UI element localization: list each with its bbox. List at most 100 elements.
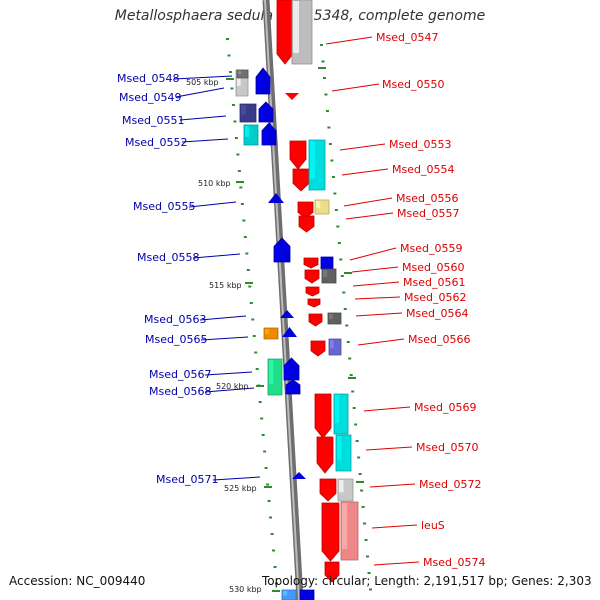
gene-label-msed-0568: Msed_0568	[149, 385, 211, 398]
gene-feature-shine	[342, 503, 348, 549]
kbp-tick	[344, 272, 352, 274]
gene-feature	[285, 93, 299, 100]
label-leader-line	[204, 371, 253, 376]
gene-label-msed-0547: Msed_0547	[376, 31, 438, 44]
tick-dot	[226, 38, 229, 40]
tick-dot	[237, 170, 241, 172]
gene-label-msed-0551: Msed_0551	[122, 114, 184, 127]
label-leader-line	[339, 143, 386, 151]
tick-dot	[267, 500, 271, 502]
gene-feature-shine	[275, 246, 280, 260]
tick-dot	[348, 357, 352, 360]
gene-feature-shine	[300, 217, 305, 226]
gene-label-msed-0555: Msed_0555	[133, 200, 195, 213]
gene-label-msed-0558: Msed_0558	[137, 251, 199, 264]
label-leader-line	[352, 281, 400, 287]
gene-feature-shine	[287, 384, 292, 392]
tick-dot	[245, 252, 249, 255]
kbp-label: 505 kbp	[186, 78, 219, 87]
gene-label-msed-0570: Msed_0570	[416, 441, 478, 454]
label-leader-line	[199, 315, 247, 321]
tick-dot	[264, 467, 268, 469]
tick-dot	[236, 153, 240, 156]
tick-dot	[248, 285, 252, 288]
kbp-tick	[256, 385, 264, 387]
tick-dot	[249, 302, 253, 304]
kbp-label: 520 kbp	[216, 382, 249, 391]
gene-feature-shine	[337, 436, 342, 460]
gene-feature-shine	[316, 395, 321, 427]
gene-feature-shine	[329, 314, 333, 320]
label-leader-line	[355, 312, 403, 317]
tick-dot	[227, 54, 231, 57]
label-leader-line	[212, 476, 261, 481]
gene-feature-shine	[260, 109, 265, 120]
tick-dot	[355, 440, 359, 442]
tick-dot	[269, 516, 273, 519]
tick-dot	[363, 522, 367, 525]
tick-dot	[343, 308, 347, 310]
tick-dot	[339, 258, 343, 261]
gene-label-msed-0574: Msed_0574	[423, 556, 485, 569]
gene-label-msed-0565: Msed_0565	[145, 333, 207, 346]
gene-feature-shine	[306, 271, 311, 278]
gene-feature-shine	[310, 315, 314, 321]
tick-dot	[361, 506, 365, 508]
gene-label-msed-0560: Msed_0560	[402, 261, 464, 274]
tick-dot	[331, 176, 335, 178]
tick-dot	[243, 236, 247, 238]
kbp-tick	[245, 282, 253, 284]
gene-label-msed-0561: Msed_0561	[403, 276, 465, 289]
tick-dot	[364, 539, 368, 541]
tick-dot	[354, 423, 358, 426]
label-leader-line	[369, 483, 416, 488]
label-leader-line	[325, 36, 373, 45]
gene-feature-shine	[323, 504, 329, 550]
gene-feature-shine	[318, 438, 323, 462]
label-leader-line	[373, 561, 420, 566]
tick-dot	[336, 225, 340, 228]
gene-label-msed-0556: Msed_0556	[396, 192, 458, 205]
kbp-tick	[226, 78, 234, 80]
gene-label-msed-0567: Msed_0567	[149, 368, 211, 381]
tick-dot	[272, 549, 276, 552]
label-leader-line	[363, 406, 411, 412]
gene-feature-shine	[278, 1, 283, 53]
label-leader-line	[200, 336, 249, 341]
gene-label-msed-0563: Msed_0563	[144, 313, 206, 326]
gene-label-msed-0550: Msed_0550	[382, 78, 444, 91]
tick-dot	[358, 473, 362, 475]
tick-marks	[226, 38, 373, 592]
tick-dot	[327, 126, 331, 129]
gene-feature-shine	[321, 480, 326, 493]
kbp-tick	[264, 486, 272, 488]
gene-label-msed-0552: Msed_0552	[125, 136, 187, 149]
tick-dot	[260, 417, 264, 420]
gene-feature-shine	[330, 340, 334, 349]
tick-dot	[239, 186, 243, 189]
tick-dot	[240, 203, 244, 205]
tick-dot	[320, 44, 323, 46]
label-leader-line	[188, 201, 237, 208]
tick-dot	[230, 87, 234, 90]
gene-features	[235, 0, 359, 600]
label-leader-line	[192, 253, 241, 259]
gene-label-msed-0559: Msed_0559	[400, 242, 462, 255]
gene-feature-shine	[293, 1, 299, 53]
label-leader-line	[354, 296, 401, 300]
gene-feature-shine	[312, 342, 317, 350]
tick-dot	[322, 77, 326, 79]
tick-dot	[228, 71, 232, 73]
gene-feature-shine	[285, 365, 290, 378]
gene-feature-shine	[335, 395, 340, 423]
gene-feature-shine	[326, 563, 331, 574]
genome-backbone-highlight	[264, 0, 300, 600]
tick-dot	[321, 60, 325, 63]
gene-label-msed-0571: Msed_0571	[156, 473, 218, 486]
tick-dot	[333, 192, 337, 195]
tick-dot	[334, 209, 338, 211]
label-leader-line	[179, 115, 227, 121]
gene-feature-shine	[263, 130, 268, 143]
